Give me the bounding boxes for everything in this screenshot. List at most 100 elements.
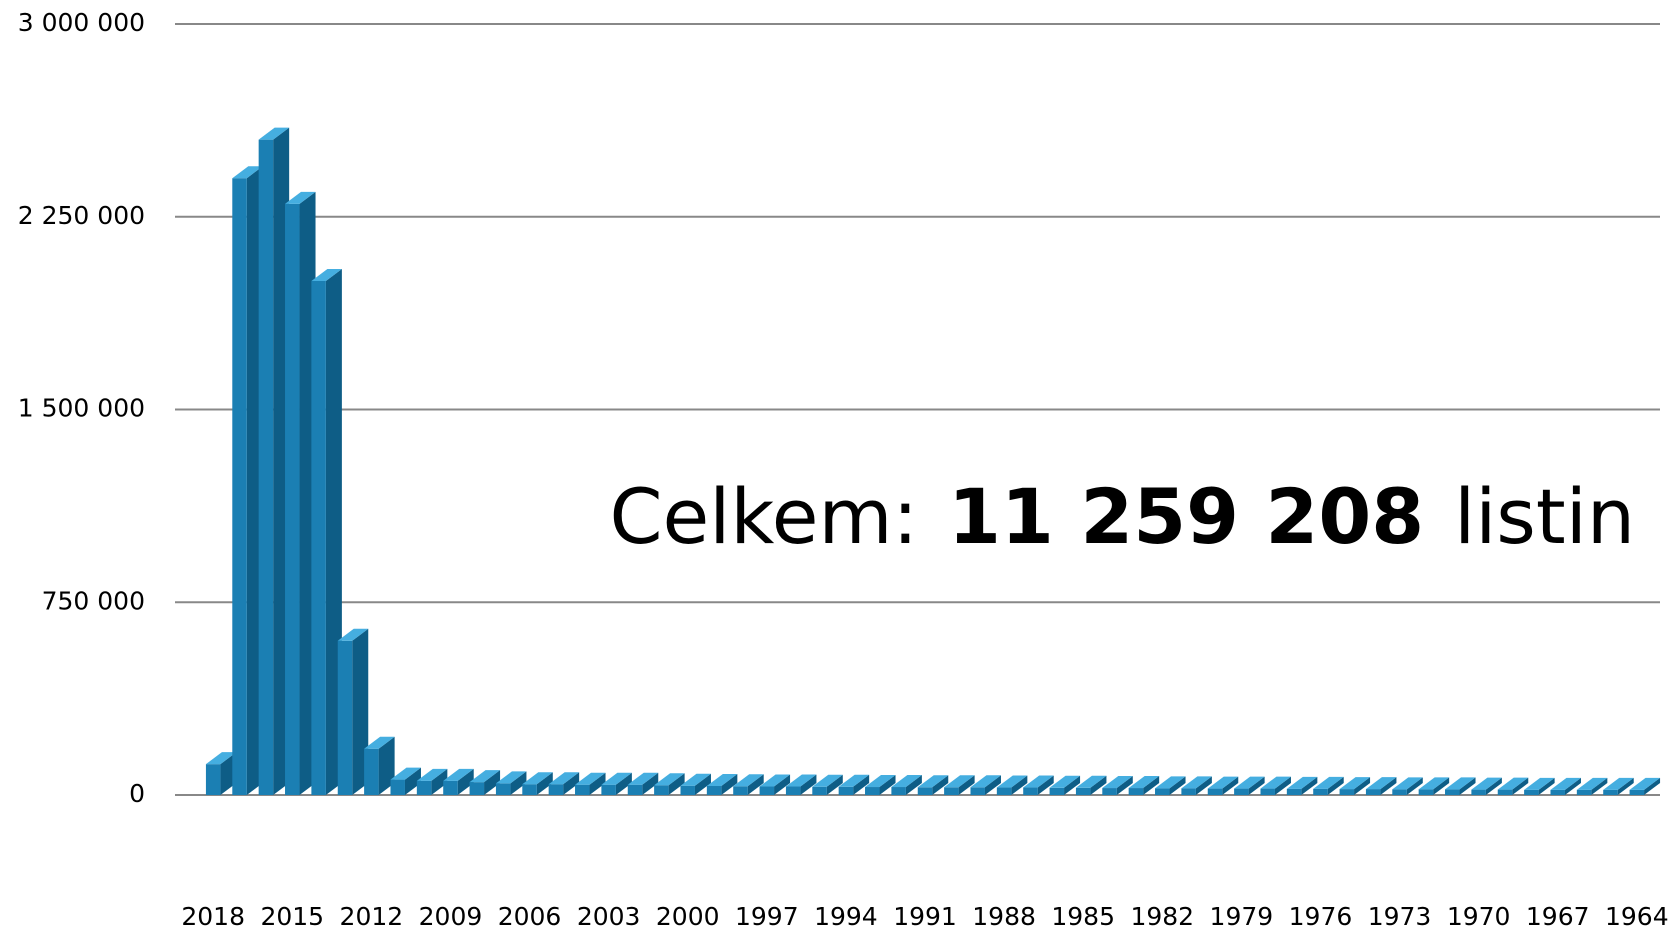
bar-top xyxy=(970,775,1001,788)
bar-top xyxy=(232,166,263,179)
bar-side xyxy=(431,768,448,795)
bar-side xyxy=(905,775,922,795)
bar-top xyxy=(522,772,553,785)
x-tick-label: 1991 xyxy=(893,902,957,931)
bar-side xyxy=(1327,776,1344,795)
bar xyxy=(548,784,564,795)
total-annotation: Celkem: 11 259 208 listin xyxy=(609,472,1635,561)
bar xyxy=(364,748,379,795)
bar xyxy=(1128,788,1144,795)
bar xyxy=(759,786,775,795)
bar-top xyxy=(785,774,817,787)
bar-side xyxy=(589,772,606,795)
x-tick-label: 1988 xyxy=(972,902,1036,931)
bar xyxy=(522,784,537,795)
bar-top xyxy=(680,773,711,786)
bar xyxy=(917,787,933,795)
x-tick-label: 2018 xyxy=(181,902,245,931)
bar-side xyxy=(1538,777,1555,795)
bar-side xyxy=(1459,777,1476,795)
bar-side xyxy=(510,771,527,795)
bar-side xyxy=(1116,776,1133,795)
x-tick-label: 2006 xyxy=(498,902,562,931)
bar-top xyxy=(1603,777,1634,790)
bar xyxy=(1445,789,1460,795)
bar-top xyxy=(469,770,501,783)
bar xyxy=(785,786,801,795)
bar-top xyxy=(1339,777,1371,790)
bar xyxy=(205,764,221,795)
bar-top xyxy=(1524,777,1555,790)
bar xyxy=(469,782,485,795)
bar-side xyxy=(694,773,711,795)
x-tick-label: 1979 xyxy=(1210,902,1274,931)
bar-top xyxy=(865,775,896,788)
bar-top xyxy=(1102,776,1133,789)
bar-side xyxy=(774,774,791,795)
bar-top xyxy=(1234,776,1265,789)
y-tick-label: 750 000 xyxy=(42,586,145,615)
bar-top xyxy=(258,127,290,140)
bar-top xyxy=(706,774,738,787)
bar-top xyxy=(364,736,395,749)
bar xyxy=(627,784,643,795)
bar-side xyxy=(1301,776,1318,795)
bar-side xyxy=(1037,775,1054,795)
bar-side xyxy=(1169,776,1186,795)
x-tick-label: 1982 xyxy=(1130,902,1194,931)
annotation-suffix: listin xyxy=(1454,472,1635,561)
annotation-total: 11 259 208 xyxy=(948,472,1424,561)
bar-top xyxy=(917,775,949,788)
bar-side xyxy=(721,774,738,795)
bar-top xyxy=(548,772,580,785)
bar xyxy=(1234,788,1249,795)
bar-side xyxy=(668,773,685,795)
x-tick-label: 1976 xyxy=(1289,902,1353,931)
bar xyxy=(1102,788,1117,795)
bar xyxy=(1497,789,1513,795)
y-tick-label: 3 000 000 xyxy=(18,8,145,37)
bar-top xyxy=(1286,776,1318,789)
bar-top xyxy=(1418,777,1450,790)
bar-top xyxy=(891,775,922,788)
bar-top xyxy=(1313,776,1344,789)
bar xyxy=(706,786,722,795)
bar-side xyxy=(1354,777,1371,795)
bar xyxy=(1603,789,1618,795)
bar-top xyxy=(1049,775,1081,788)
bar-top xyxy=(627,772,659,785)
bar-side xyxy=(1512,777,1529,795)
bar xyxy=(1576,789,1592,795)
bar-top xyxy=(416,768,448,781)
bar-top xyxy=(1445,777,1476,790)
bar-side xyxy=(563,772,580,795)
bar-side xyxy=(958,775,975,795)
bar-top xyxy=(1075,775,1107,788)
bar xyxy=(1075,787,1091,795)
bar-side xyxy=(404,767,421,795)
x-tick-label: 1964 xyxy=(1605,902,1669,931)
bar xyxy=(1365,789,1381,795)
annotation-prefix: Celkem: xyxy=(609,472,918,561)
bar xyxy=(1181,788,1196,795)
bar xyxy=(838,786,854,795)
bar-top xyxy=(1181,776,1212,789)
y-tick-label: 0 xyxy=(129,779,145,808)
bar-side xyxy=(1564,777,1581,795)
x-tick-label: 2012 xyxy=(340,902,404,931)
bar-top xyxy=(1023,775,1054,788)
bar-side xyxy=(1195,776,1212,795)
y-tick-label: 1 500 000 xyxy=(18,394,145,423)
bar-top xyxy=(654,773,685,786)
bar-side xyxy=(1090,775,1107,795)
x-tick-label: 2000 xyxy=(656,902,720,931)
bar xyxy=(337,640,353,795)
bar xyxy=(1392,789,1407,795)
bar-top xyxy=(1576,777,1608,790)
bar-top xyxy=(1128,776,1160,789)
bar-top xyxy=(944,775,975,788)
bar-top xyxy=(1260,776,1291,789)
bar xyxy=(390,779,405,795)
bar-side xyxy=(1064,775,1081,795)
